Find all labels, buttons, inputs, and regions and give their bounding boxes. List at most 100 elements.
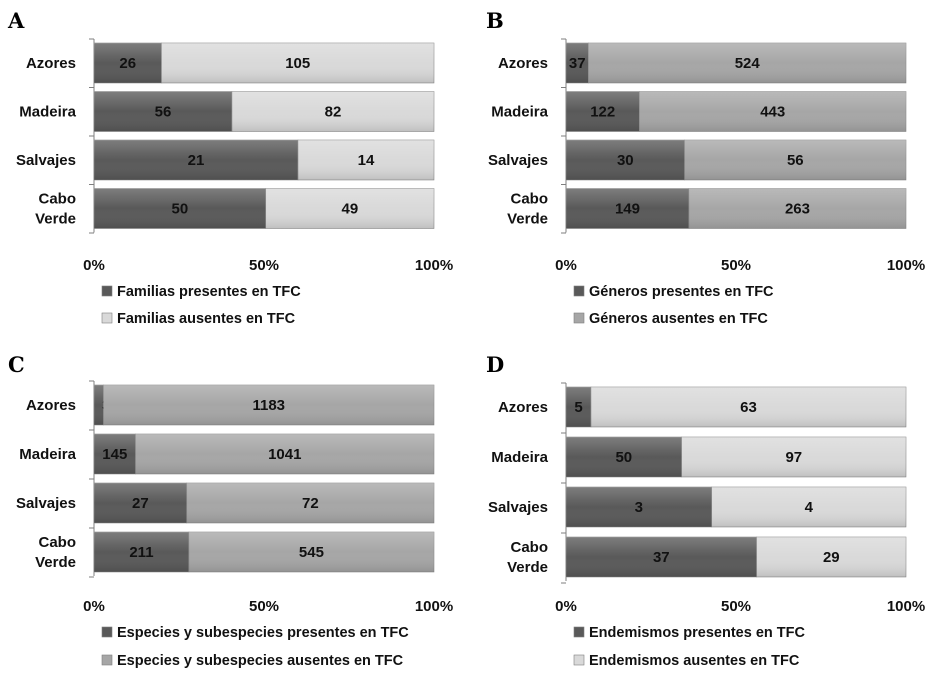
x-tick-label: 100% — [887, 257, 925, 274]
chart-panel-b: B Azores 37 524 Madeira 122 443 Salvajes 30 56 Cab… — [486, 8, 925, 327]
bar-shading — [94, 91, 232, 132]
bar-shading — [566, 537, 757, 577]
bar-shading — [135, 434, 434, 474]
bar-value-label: 72 — [302, 495, 319, 512]
bar-value-label: 49 — [342, 201, 359, 218]
category-label: Azores — [26, 55, 76, 72]
bar-value-label: 37 — [569, 55, 586, 72]
bar-shading — [688, 188, 906, 229]
bar-shading — [94, 140, 298, 180]
legend-label: Géneros ausentes en TFC — [589, 311, 768, 327]
legend-label: Endemismos ausentes en TFC — [589, 653, 800, 669]
bar-value-label: 56 — [787, 152, 804, 169]
panel-letter: A — [7, 8, 25, 33]
bar-value-label: 97 — [785, 449, 802, 466]
bar-value-label: 14 — [358, 152, 375, 169]
category-label: Salvajes — [16, 495, 76, 512]
category-label-line: Verde — [507, 559, 548, 576]
bar-shading — [265, 188, 434, 229]
bar-shading — [186, 483, 434, 523]
bar-value-label: 37 — [653, 549, 670, 566]
legend-swatch — [573, 285, 585, 297]
legend-swatch — [101, 312, 113, 324]
category-label: Salvajes — [16, 152, 76, 169]
x-tick-label: 100% — [415, 257, 453, 274]
x-tick-label: 100% — [415, 598, 453, 615]
bar-shading — [639, 91, 906, 132]
bar-shading — [103, 385, 434, 425]
category-label: Salvajes — [488, 152, 548, 169]
panel-letter: B — [486, 8, 504, 33]
category-label-line: Verde — [507, 211, 548, 228]
bar-value-label: 50 — [172, 201, 189, 218]
x-tick-label: 50% — [249, 257, 279, 274]
bar-shading — [591, 387, 906, 427]
x-tick-label: 0% — [555, 257, 577, 274]
bar-shading — [684, 140, 906, 180]
x-tick-label: 0% — [555, 598, 577, 615]
legend-swatch — [101, 626, 113, 638]
bar-shading — [94, 483, 187, 523]
bar-shading — [161, 43, 435, 83]
bar-value-label: 63 — [740, 399, 757, 416]
category-label: Madeira — [491, 104, 548, 121]
category-label-line: Cabo — [39, 191, 77, 208]
category-label: Madeira — [491, 449, 548, 466]
bar-shading — [566, 43, 589, 83]
category-label: Cabo Verde — [35, 191, 76, 228]
bar-value-label: 145 — [102, 446, 127, 463]
category-label-line: Cabo — [39, 534, 77, 551]
bar-shading — [566, 487, 712, 527]
category-label-line: Cabo — [511, 191, 549, 208]
category-label: Azores — [498, 399, 548, 416]
category-label: Cabo Verde — [35, 534, 76, 571]
bar-shading — [566, 140, 685, 180]
legend-label: Endemismos presentes en TFC — [589, 625, 805, 641]
bar-shading — [566, 437, 682, 477]
bar-shading — [566, 188, 689, 229]
category-label: Salvajes — [488, 499, 548, 516]
category-label-line: Verde — [35, 211, 76, 228]
bar-shading — [756, 537, 906, 577]
legend-label: Géneros presentes en TFC — [589, 284, 774, 300]
x-tick-label: 50% — [721, 257, 751, 274]
category-label-line: Cabo — [511, 539, 549, 556]
chart-panel-d: D Azores 5 63 Madeira 50 97 Salvajes 3 4 Cabo Verde… — [486, 352, 925, 669]
x-tick-label: 50% — [249, 598, 279, 615]
bar-shading — [188, 532, 434, 572]
bar-shading — [588, 43, 906, 83]
bar-value-label: 27 — [132, 495, 149, 512]
category-label: Madeira — [19, 446, 76, 463]
category-label: Madeira — [19, 104, 76, 121]
category-label: Cabo Verde — [507, 191, 548, 228]
bar-value-label: 21 — [188, 152, 205, 169]
bar-shading — [94, 43, 162, 83]
legend-swatch — [573, 626, 585, 638]
bar-value-label: 26 — [119, 55, 136, 72]
legend-label: Especies y subespecies presentes en TFC — [117, 625, 409, 641]
bar-value-label: 105 — [285, 55, 310, 72]
bar-value-label: 545 — [299, 544, 324, 561]
bar-value-label: 5 — [574, 399, 582, 416]
bar-value-label: 50 — [615, 449, 632, 466]
x-tick-label: 0% — [83, 257, 105, 274]
x-tick-label: 50% — [721, 598, 751, 615]
bar-shading — [94, 532, 189, 572]
category-label-line: Verde — [35, 554, 76, 571]
legend-label: Familias presentes en TFC — [117, 284, 301, 300]
bar-shading — [94, 188, 266, 229]
bar-value-label: 56 — [155, 104, 172, 121]
panel-letter: D — [486, 352, 504, 377]
bar-value-label: 82 — [325, 104, 342, 121]
category-label: Cabo Verde — [507, 539, 548, 576]
bar-shading — [298, 140, 434, 180]
bar-value-label: 3 — [635, 499, 643, 516]
bar-value-label: 29 — [823, 549, 840, 566]
bar-shading — [711, 487, 906, 527]
bar-value-label: 122 — [590, 104, 615, 121]
bar-value-label: 263 — [785, 201, 810, 218]
legend-swatch — [573, 312, 585, 324]
bar-value-label: 443 — [760, 104, 785, 121]
bar-value-label: 30 — [617, 152, 634, 169]
